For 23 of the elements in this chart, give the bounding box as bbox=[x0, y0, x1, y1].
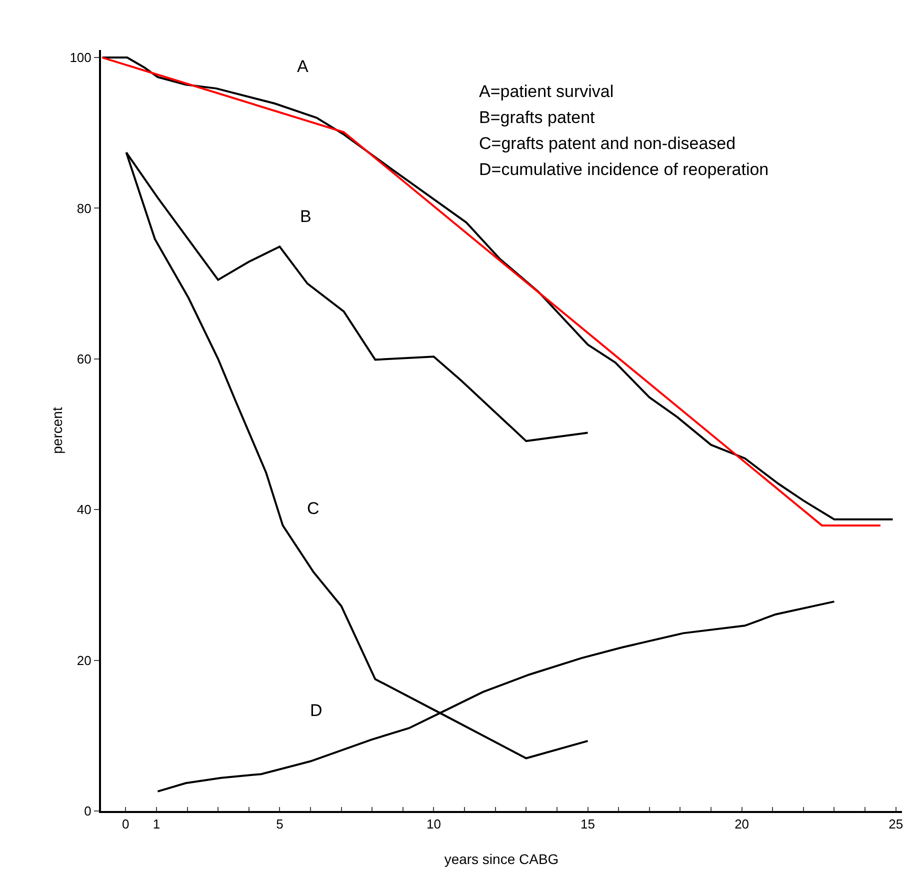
y-tick-label: 40 bbox=[76, 502, 92, 518]
y-tick-label: 80 bbox=[76, 200, 92, 216]
y-tick-label: 0 bbox=[84, 804, 92, 819]
series-label: C bbox=[307, 499, 320, 518]
annotation: D=cumulative incidence of reoperation bbox=[479, 160, 769, 179]
x-tick-label: 10 bbox=[426, 816, 441, 832]
y-tick-label: 60 bbox=[76, 351, 92, 366]
text: D bbox=[310, 701, 322, 720]
x-tick-label: 20 bbox=[734, 816, 750, 832]
series-label: B bbox=[300, 207, 312, 226]
y-axis-title: percent bbox=[49, 407, 65, 454]
series-label: A bbox=[297, 57, 309, 76]
annotation: B=grafts patent bbox=[479, 108, 596, 127]
x-tick-label: 1 bbox=[152, 816, 160, 832]
x-tick-label: 5 bbox=[276, 816, 284, 832]
y-tick-label: 100 bbox=[70, 50, 92, 66]
y-tick-label: 20 bbox=[76, 652, 92, 668]
x-axis-title: years since CABG bbox=[444, 851, 559, 867]
annotation: A=patient survival bbox=[479, 82, 614, 101]
annotation: C=grafts patent and non-diseased bbox=[479, 134, 736, 153]
x-tick-label: 25 bbox=[888, 816, 904, 832]
x-tick-label: 0 bbox=[122, 816, 130, 832]
x-tick-label: 15 bbox=[580, 816, 595, 832]
